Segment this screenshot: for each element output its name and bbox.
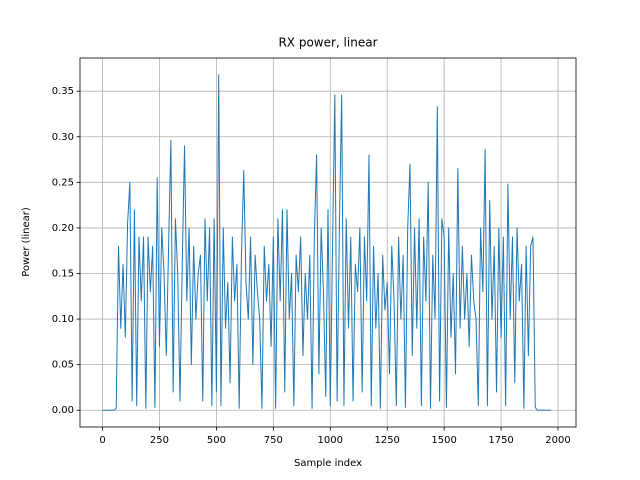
y-tick-label: 0.15 bbox=[52, 268, 74, 279]
y-tick-label: 0.00 bbox=[52, 405, 74, 416]
x-tick-label: 1250 bbox=[374, 435, 399, 446]
y-tick-label: 0.20 bbox=[52, 223, 74, 234]
x-tick-label: 1500 bbox=[431, 435, 456, 446]
y-axis-label: Power (linear) bbox=[21, 207, 32, 277]
x-tick-label: 250 bbox=[150, 435, 169, 446]
x-tick-label: 2000 bbox=[545, 435, 570, 446]
y-tick-label: 0.10 bbox=[52, 314, 74, 325]
y-tick-label: 0.25 bbox=[52, 177, 74, 188]
x-axis-label: Sample index bbox=[294, 458, 362, 469]
x-tick-label: 0 bbox=[99, 435, 105, 446]
x-tick-label: 1000 bbox=[318, 435, 343, 446]
y-tick-label: 0.35 bbox=[52, 86, 74, 97]
x-tick-label: 500 bbox=[207, 435, 226, 446]
x-tick-label: 1750 bbox=[488, 435, 513, 446]
chart-title: RX power, linear bbox=[278, 36, 377, 50]
data-line bbox=[102, 74, 552, 411]
y-tick-label: 0.30 bbox=[52, 132, 74, 143]
plot-frame bbox=[79, 57, 577, 428]
y-tick-label: 0.05 bbox=[52, 360, 74, 371]
x-tick-label: 750 bbox=[264, 435, 283, 446]
